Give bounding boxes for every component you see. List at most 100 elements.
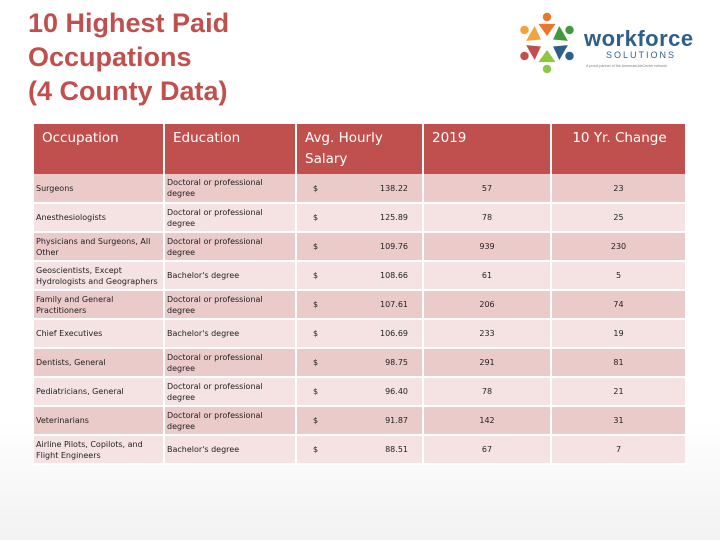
table-row: Anesthesiologists Doctoral or professiona…	[34, 203, 685, 233]
cell-10yr-change: 7	[551, 435, 685, 465]
title-line-3: (4 County Data)	[28, 76, 228, 106]
salary-value: 138.22	[380, 183, 408, 193]
cell-salary: $107.61	[296, 290, 424, 320]
cell-occupation: Physicians and Surgeons, All Other	[34, 232, 165, 262]
cell-10yr-change: 5	[551, 261, 685, 291]
table-row: Dentists, General Doctoral or professiona…	[34, 348, 685, 378]
logo-figure-body	[553, 26, 568, 41]
occupations-table: Occupation Education Avg. Hourly Salary …	[34, 124, 685, 465]
cell-10yr-change: 19	[551, 319, 685, 349]
cell-occupation: Family and General Practitioners	[34, 290, 165, 320]
logo-figure-head	[520, 51, 529, 61]
cell-10yr-change: 21	[551, 377, 685, 407]
salary-value: 91.87	[385, 416, 408, 425]
salary-value: 125.89	[380, 213, 408, 222]
salary-value: 98.75	[385, 358, 408, 367]
table-row: Geoscientists, Except Hydrologists and G…	[34, 261, 685, 291]
cell-2019: 291	[423, 348, 552, 378]
cell-10yr-change: 23	[551, 174, 685, 204]
logo-figure-head	[565, 51, 574, 61]
header-education: Education	[164, 124, 297, 174]
logo-figure-body	[526, 45, 541, 60]
salary-value: 106.69	[380, 329, 408, 338]
logo-figure-head	[542, 64, 552, 74]
cell-2019: 142	[423, 406, 552, 436]
cell-salary: $138.22	[296, 174, 424, 204]
logo-figure-head	[565, 25, 574, 35]
cell-education: Doctoral or professional degree	[164, 174, 297, 204]
currency-symbol: $	[313, 445, 319, 454]
cell-2019: 233	[423, 319, 552, 349]
table-header-row: Occupation Education Avg. Hourly Salary …	[34, 124, 685, 174]
cell-salary: $98.75	[296, 348, 424, 378]
cell-2019: 78	[423, 203, 552, 233]
cell-10yr-change: 25	[551, 203, 685, 233]
cell-2019: 67	[423, 435, 552, 465]
logo-tagline: A proud partner of the AmericanJobCenter…	[586, 64, 667, 68]
cell-salary: $125.89	[296, 203, 424, 233]
currency-symbol: $	[313, 387, 319, 396]
table-row: Physicians and Surgeons, All Other Doctor…	[34, 232, 685, 262]
cell-2019: 206	[423, 290, 552, 320]
header-occupation: Occupation	[34, 124, 165, 174]
logo-subtitle: SOLUTIONS	[606, 50, 677, 60]
workforce-solutions-logo: workforce SOLUTIONS A proud partner of t…	[514, 10, 700, 76]
cell-education: Doctoral or professional degree	[164, 348, 297, 378]
logo-figure-body	[538, 23, 556, 36]
logo-wordmark: workforce	[584, 26, 694, 51]
cell-education: Bachelor's degree	[164, 261, 297, 291]
currency-symbol: $	[313, 242, 319, 251]
currency-symbol: $	[313, 213, 319, 222]
cell-education: Bachelor's degree	[164, 435, 297, 465]
title-line-2: Occupations	[28, 42, 192, 72]
slide-title: 10 Highest Paid Occupations (4 County Da…	[28, 6, 348, 108]
currency-symbol: $	[313, 183, 319, 193]
salary-value: 107.61	[380, 300, 408, 309]
currency-symbol: $	[313, 416, 319, 425]
cell-10yr-change: 31	[551, 406, 685, 436]
cell-10yr-change: 230	[551, 232, 685, 262]
header-salary: Avg. Hourly Salary	[296, 124, 424, 174]
table-row: Surgeons Doctoral or professional degree $…	[34, 174, 685, 204]
cell-occupation: Chief Executives	[34, 319, 165, 349]
salary-value: 109.76	[380, 242, 408, 251]
currency-symbol: $	[313, 300, 319, 309]
currency-symbol: $	[313, 358, 319, 367]
table-row: Family and General Practitioners Doctoral…	[34, 290, 685, 320]
cell-salary: $108.66	[296, 261, 424, 291]
cell-education: Doctoral or professional degree	[164, 232, 297, 262]
cell-occupation: Veterinarians	[34, 406, 165, 436]
logo-figure-head	[542, 12, 552, 22]
table-row: Chief Executives Bachelor's degree $106.69…	[34, 319, 685, 349]
cell-occupation: Surgeons	[34, 174, 165, 204]
logo-figure-body	[526, 26, 541, 41]
logo-figure-body	[553, 45, 568, 60]
salary-value: 96.40	[385, 387, 408, 396]
cell-salary: $96.40	[296, 377, 424, 407]
currency-symbol: $	[313, 271, 319, 280]
salary-value: 88.51	[385, 445, 408, 454]
cell-2019: 61	[423, 261, 552, 291]
cell-education: Bachelor's degree	[164, 319, 297, 349]
people-circle-icon	[520, 12, 574, 74]
cell-education: Doctoral or professional degree	[164, 290, 297, 320]
table-row: Airline Pilots, Copilots, and Flight Eng…	[34, 435, 685, 465]
cell-occupation: Anesthesiologists	[34, 203, 165, 233]
header-2019: 2019	[423, 124, 552, 174]
salary-value: 108.66	[380, 271, 408, 280]
cell-salary: $109.76	[296, 232, 424, 262]
cell-occupation: Airline Pilots, Copilots, and Flight Eng…	[34, 435, 165, 465]
logo-figure-body	[538, 50, 556, 63]
cell-10yr-change: 81	[551, 348, 685, 378]
cell-2019: 939	[423, 232, 552, 262]
cell-10yr-change: 74	[551, 290, 685, 320]
cell-education: Doctoral or professional degree	[164, 203, 297, 233]
cell-2019: 78	[423, 377, 552, 407]
header-10yr-change: 10 Yr. Change	[551, 124, 685, 174]
cell-salary: $91.87	[296, 406, 424, 436]
logo-figure-head	[520, 25, 529, 35]
cell-occupation: Geoscientists, Except Hydrologists and G…	[34, 261, 165, 291]
table-row: Veterinarians Doctoral or professional de…	[34, 406, 685, 436]
cell-occupation: Dentists, General	[34, 348, 165, 378]
cell-2019: 57	[423, 174, 552, 204]
